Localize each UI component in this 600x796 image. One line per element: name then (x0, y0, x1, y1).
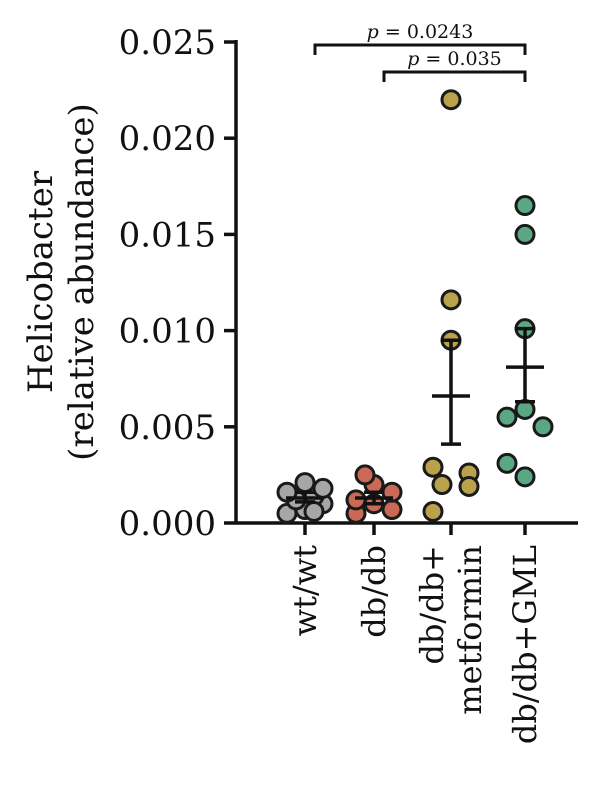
significance-label: p = 0.035 (407, 48, 502, 70)
p-symbol: p (407, 48, 419, 70)
data-point (303, 500, 325, 522)
data-point (514, 466, 536, 488)
data-points (276, 89, 554, 524)
y-tick-label: 0.000 (119, 504, 216, 544)
category-label: metformin (451, 545, 489, 715)
category-label: db/db+ (413, 545, 451, 665)
y-tick-label: 0.025 (119, 23, 216, 63)
data-point (422, 456, 444, 478)
data-point (458, 475, 480, 497)
data-point (345, 489, 367, 511)
significance-bracket (313, 43, 527, 55)
data-point (514, 223, 536, 245)
y-axis-label-line1: Helicobacter (21, 170, 61, 393)
significance-bracket (382, 70, 527, 82)
data-point (440, 289, 462, 311)
data-point (381, 499, 403, 521)
data-point (440, 89, 462, 111)
x-axis (236, 521, 578, 535)
y-tick-label: 0.005 (119, 408, 216, 448)
p-value: = 0.035 (419, 48, 501, 70)
data-point (312, 477, 334, 499)
data-point (496, 406, 518, 428)
y-tick-label: 0.010 (119, 312, 216, 352)
p-symbol: p (367, 21, 379, 43)
category-label: db/db (355, 545, 393, 638)
category-label: db/db+GML (506, 545, 544, 744)
y-axis-label: Helicobacter (relative abundance) (21, 103, 102, 461)
y-tick-label: 0.015 (119, 215, 216, 255)
category-label: wt/wt (286, 545, 324, 636)
significance-label: p = 0.0243 (367, 21, 474, 43)
data-point (294, 472, 316, 494)
mean-sem-bars (286, 326, 544, 506)
y-axis-label-line2: (relative abundance) (62, 103, 102, 461)
y-tick-label: 0.020 (119, 119, 216, 159)
y-axis: 0.000 0.005 0.010 0.015 0.020 0.025 (119, 23, 238, 544)
data-point (354, 464, 376, 486)
data-point (431, 474, 453, 496)
p-value: = 0.0243 (379, 21, 473, 43)
data-point (496, 452, 518, 474)
data-point (514, 195, 536, 217)
data-point (532, 416, 554, 438)
data-point (422, 500, 444, 522)
category-labels: wt/wt db/db db/db+ metformin db/db+GML (286, 545, 544, 744)
